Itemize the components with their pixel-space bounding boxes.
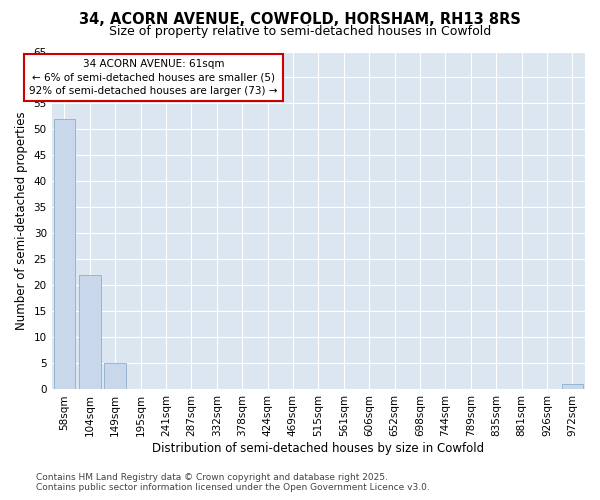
Bar bbox=[104, 364, 126, 390]
Text: Size of property relative to semi-detached houses in Cowfold: Size of property relative to semi-detach… bbox=[109, 25, 491, 38]
Text: Contains HM Land Registry data © Crown copyright and database right 2025.
Contai: Contains HM Land Registry data © Crown c… bbox=[36, 473, 430, 492]
X-axis label: Distribution of semi-detached houses by size in Cowfold: Distribution of semi-detached houses by … bbox=[152, 442, 484, 455]
Text: 34, ACORN AVENUE, COWFOLD, HORSHAM, RH13 8RS: 34, ACORN AVENUE, COWFOLD, HORSHAM, RH13… bbox=[79, 12, 521, 28]
Text: 34 ACORN AVENUE: 61sqm
← 6% of semi-detached houses are smaller (5)
92% of semi-: 34 ACORN AVENUE: 61sqm ← 6% of semi-deta… bbox=[29, 60, 278, 96]
Bar bbox=[53, 119, 75, 390]
Y-axis label: Number of semi-detached properties: Number of semi-detached properties bbox=[15, 111, 28, 330]
Bar bbox=[79, 275, 101, 390]
Bar bbox=[562, 384, 583, 390]
